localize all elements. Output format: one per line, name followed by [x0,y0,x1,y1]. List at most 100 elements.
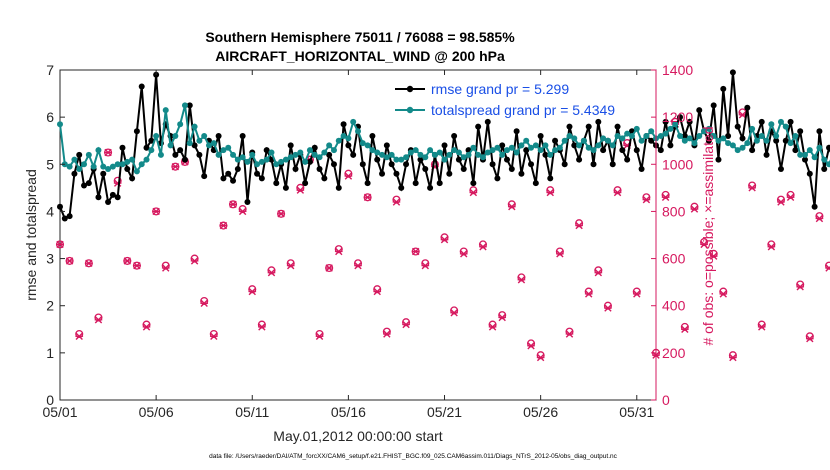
totalspread-point [662,130,669,137]
rmse-point [181,156,188,163]
rmse-point [383,142,390,149]
totalspread-point [657,133,664,139]
rmse-point [273,180,280,187]
obs-assimilated-point [748,184,756,192]
totalspread-point [431,151,438,158]
rmse-point [777,166,784,172]
obs-possible-point [603,301,612,310]
totalspread-point [518,142,525,149]
totalspread-point [85,151,92,158]
totalspread-point [398,156,405,163]
totalspread-point [273,161,280,168]
totalspread-point [609,142,616,149]
rmse-point [571,142,578,149]
obs-assimilated-point [661,193,670,201]
totalspread-point [580,137,587,144]
totalspread-point [460,154,467,161]
rmse-point [403,161,410,168]
rmse-point [657,147,664,154]
obs-assimilated-point [584,290,593,298]
totalspread-point [792,133,799,139]
totalspread-point [90,163,97,170]
rmse-point [585,123,592,130]
rmse-point [595,118,602,125]
obs-possible-point [373,285,382,294]
rmse-point [374,156,381,163]
rmse-point [802,156,808,163]
obs-assimilated-point [373,287,382,296]
rmse-point [441,142,448,149]
rmse-point [85,180,92,187]
obs-assimilated-point [363,193,372,201]
obs-assimilated-point [421,261,430,270]
rmse-point [446,170,453,177]
obs-assimilated-point [84,259,93,267]
totalspread-point [523,137,530,144]
x-tick-label: 05/16 [331,404,366,420]
y-left-tick-label: 7 [46,62,54,78]
line-series-layer [57,69,830,222]
rmse-point [350,151,357,158]
totalspread-point [186,140,193,147]
obs-assimilated-point [767,243,776,251]
obs-possible-point [315,329,324,339]
rmse-point [398,184,405,191]
obs-assimilated-point [700,240,708,249]
totalspread-point [282,156,289,163]
totalspread-point [571,135,578,142]
obs-assimilated-point [786,193,795,201]
totalspread-point [138,161,145,168]
rmse-point [225,170,232,177]
obs-assimilated-point [238,207,247,216]
totalspread-point [826,161,830,168]
rmse-point [460,166,467,172]
totalspread-point [686,135,693,142]
obs-possible-point [728,351,737,360]
rmse-point [109,191,116,198]
totalspread-point [561,137,568,144]
rmse-point [816,128,823,135]
obs-possible-point [209,329,218,339]
rmse-point [484,118,491,125]
obs-assimilated-point [94,316,103,324]
obs-possible-point [546,186,555,195]
totalspread-point [340,133,347,139]
rmse-point [393,170,400,177]
rmse-point [826,144,830,151]
totalspread-point [532,142,539,149]
rmse-point [532,180,539,187]
obs-assimilated-point [171,162,180,171]
rmse-point [523,147,530,154]
y-left-tick-label: 6 [46,109,54,125]
x-tick-label: 05/31 [619,404,654,420]
rmse-point [71,170,78,177]
totalspread-point [753,137,760,144]
y-right-tick-label: 800 [662,203,686,219]
obs-possible-point [748,181,757,190]
totalspread-point [302,158,309,165]
totalspread-point [162,107,169,114]
obs-assimilated-point [719,290,728,298]
rmse-point [196,151,203,158]
obs-assimilated-point [709,252,718,260]
obs-assimilated-point [459,250,468,258]
totalspread-point [254,161,261,168]
rmse-point [547,175,554,182]
totalspread-point [806,147,813,154]
totalspread-point [316,154,323,161]
obs-assimilated-point [334,247,343,256]
obs-possible-point [632,287,641,296]
y-left-tick-label: 3 [46,251,54,267]
totalspread-point [311,151,318,158]
obs-possible-point [824,261,830,270]
obs-assimilated-point [536,353,545,362]
totalspread-point [119,161,126,168]
obs-possible-point [498,311,507,320]
rmse-point [201,173,208,180]
totalspread-point [681,137,688,144]
x-axis-label: May.01,2012 00:00:00 start [273,428,443,444]
obs-possible-point [709,249,718,258]
obs-possible-point [757,320,766,329]
rmse-point [773,137,780,144]
rmse-point [244,199,251,205]
